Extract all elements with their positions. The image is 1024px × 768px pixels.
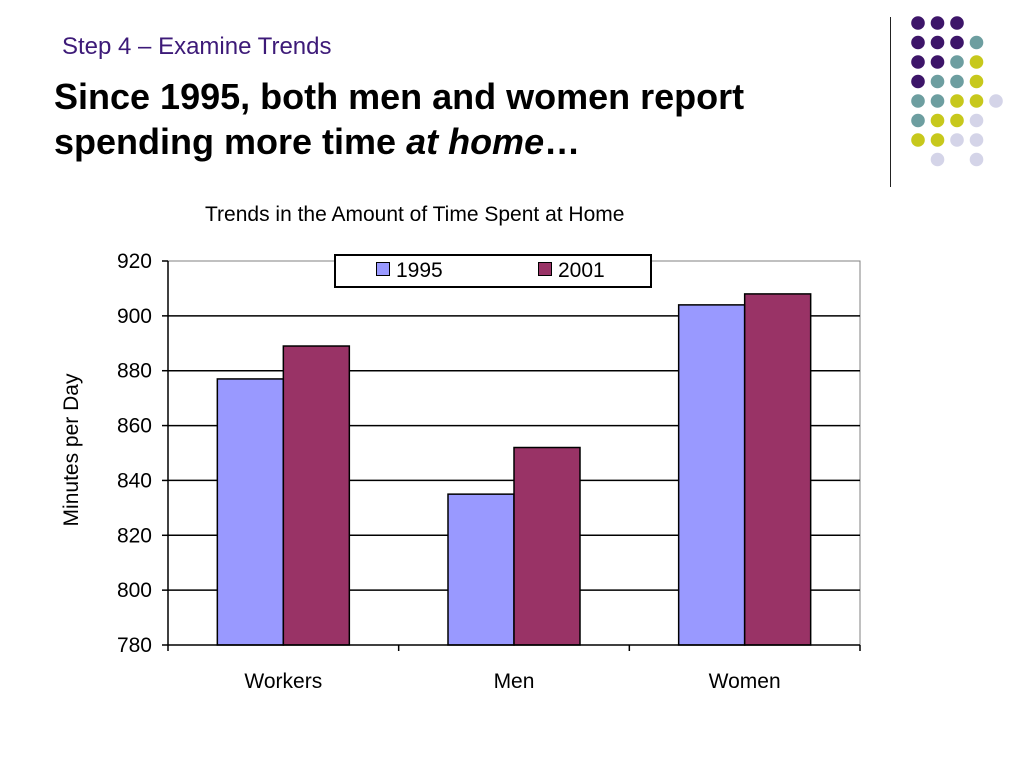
chart-legend: 1995 2001 <box>334 254 652 288</box>
headline-emphasis-text: at home <box>406 121 545 162</box>
chart-title: Trends in the Amount of Time Spent at Ho… <box>205 203 625 226</box>
decorative-dot <box>950 35 964 50</box>
y-tick-label: 860 <box>117 415 152 438</box>
y-tick-label: 920 <box>117 250 152 273</box>
y-tick-label: 820 <box>117 524 152 547</box>
y-tick-label: 800 <box>117 579 152 602</box>
decorative-dot <box>911 55 925 69</box>
decorative-dot <box>911 133 925 147</box>
decorative-dot <box>950 113 964 128</box>
legend-swatch-2001 <box>538 262 552 277</box>
decorative-dot <box>930 133 945 147</box>
legend-item-1995: 1995 <box>376 259 443 283</box>
y-tick-label: 840 <box>117 469 152 492</box>
bar-workers-1995 <box>216 378 285 646</box>
decorative-dot <box>950 55 964 69</box>
x-tick-label: Men <box>494 670 535 693</box>
legend-label-2001: 2001 <box>558 259 605 282</box>
headline-main-text: Since 1995, both men and women report sp… <box>54 76 745 162</box>
decorative-dot <box>911 16 925 30</box>
decorative-dot <box>950 74 964 89</box>
decorative-dot <box>930 35 945 50</box>
bar-workers-2001 <box>282 345 351 646</box>
decorative-dot <box>969 55 984 69</box>
header-divider-line <box>890 17 891 187</box>
decorative-dot <box>930 152 945 167</box>
decorative-dot <box>911 35 925 50</box>
decorative-dot <box>950 133 964 147</box>
legend-item-2001: 2001 <box>538 259 605 283</box>
decorative-dot <box>911 94 925 108</box>
decorative-dot <box>930 94 945 108</box>
decorative-dot <box>969 152 984 167</box>
decorative-dot <box>969 35 984 50</box>
bar-men-2001 <box>513 446 581 646</box>
decorative-dot <box>930 55 945 69</box>
decorative-dot <box>911 113 925 128</box>
decorative-dot <box>969 74 984 89</box>
x-tick-label: Women <box>709 670 781 693</box>
decorative-dot <box>930 74 945 89</box>
decorative-dot <box>969 133 984 147</box>
decorative-dot <box>950 16 964 30</box>
decorative-dot <box>950 94 964 108</box>
bar-women-2001 <box>743 293 812 646</box>
decorative-dot <box>930 16 945 30</box>
headline-tail-text: … <box>544 121 581 162</box>
decorative-dot-grid <box>911 16 1003 167</box>
x-tick-label: Workers <box>244 670 322 693</box>
legend-swatch-1995 <box>376 262 390 277</box>
decorative-dot <box>930 113 945 128</box>
decorative-dot <box>911 74 925 89</box>
decorative-dot <box>989 94 1003 108</box>
bar-women-1995 <box>677 304 746 646</box>
y-tick-label: 900 <box>117 305 152 328</box>
slide-step-label: Step 4 – Examine Trends <box>62 33 332 60</box>
decorative-dot <box>969 113 984 128</box>
slide-headline: Since 1995, both men and women report sp… <box>54 74 884 164</box>
y-tick-label: 880 <box>117 360 152 383</box>
bar-men-1995 <box>447 493 515 646</box>
decorative-dot <box>969 94 984 108</box>
y-tick-label: 780 <box>117 634 152 657</box>
legend-label-1995: 1995 <box>396 259 443 282</box>
